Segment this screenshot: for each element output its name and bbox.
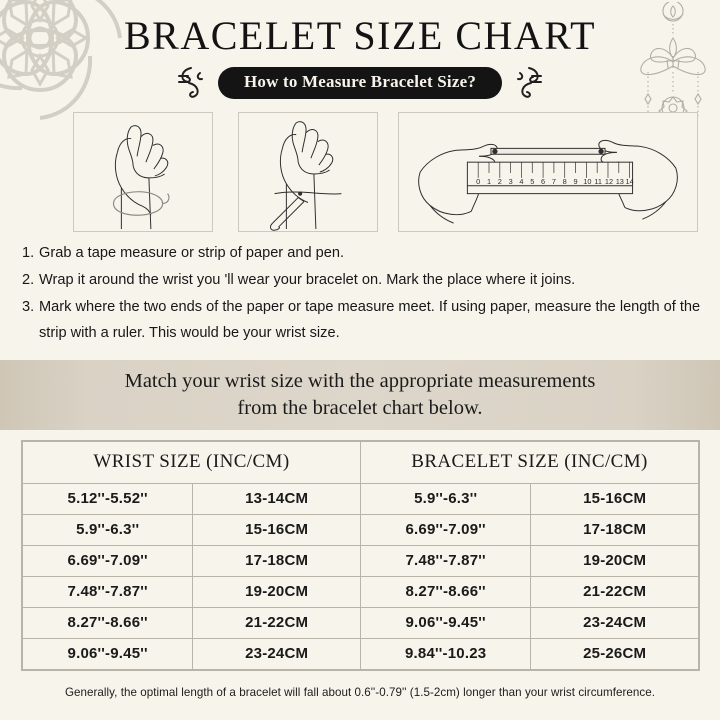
svg-text:13: 13 xyxy=(616,177,624,186)
cell-wrist-cm: 17-18CM xyxy=(192,545,361,577)
swirl-flourish-icon xyxy=(517,67,543,98)
svg-text:2: 2 xyxy=(498,177,502,186)
cell-wrist-cm: 15-16CM xyxy=(192,514,361,546)
table-body: 5.12''-5.52'' 13-14CM 5.9''-6.3'' 15-16C… xyxy=(21,483,699,670)
cell-bracelet-inch: 7.48''-7.87'' xyxy=(359,545,532,577)
cell-bracelet-inch: 9.06''-9.45'' xyxy=(359,607,532,639)
cell-wrist-cm: 19-20CM xyxy=(192,576,361,608)
svg-text:8: 8 xyxy=(563,177,567,186)
svg-text:9: 9 xyxy=(573,177,577,186)
svg-text:4: 4 xyxy=(519,177,523,186)
illustration-hand-with-tape-measure xyxy=(73,112,213,232)
cell-bracelet-inch: 8.27''-8.66'' xyxy=(359,576,532,608)
table-row: 7.48''-7.87'' 19-20CM 8.27''-8.66'' 21-2… xyxy=(21,576,699,608)
cell-wrist-inch: 5.9''-6.3'' xyxy=(21,514,194,546)
table-row: 8.27''-8.66'' 21-22CM 9.06''-9.45'' 23-2… xyxy=(21,607,699,639)
header-bracelet-size: BRACELET SIZE (INC/CM) xyxy=(359,441,700,484)
cell-wrist-cm: 13-14CM xyxy=(192,483,361,515)
table-header-row: WRIST SIZE (INC/CM) BRACELET SIZE (INC/C… xyxy=(22,441,700,484)
step-text: Wrap it around the wrist you 'll wear yo… xyxy=(39,272,576,288)
step-text: Mark where the two ends of the paper or … xyxy=(39,299,701,341)
svg-text:11: 11 xyxy=(594,177,602,186)
band-text: Match your wrist size with the appropria… xyxy=(99,368,622,422)
instruction-step: 2. Wrap it around the wrist you 'll wear… xyxy=(22,267,702,293)
instruction-step: 3. Mark where the two ends of the paper … xyxy=(22,294,702,346)
size-chart-table: WRIST SIZE (INC/CM) BRACELET SIZE (INC/C… xyxy=(21,440,700,671)
table-row: 6.69''-7.09'' 17-18CM 7.48''-7.87'' 19-2… xyxy=(21,545,699,577)
cell-wrist-inch: 9.06''-9.45'' xyxy=(21,638,194,670)
cell-wrist-inch: 5.12''-5.52'' xyxy=(21,483,194,515)
cell-wrist-cm: 21-22CM xyxy=(192,607,361,639)
step-number: 1. xyxy=(22,245,35,261)
table-row: 5.12''-5.52'' 13-14CM 5.9''-6.3'' 15-16C… xyxy=(21,483,699,515)
header-wrist-size: WRIST SIZE (INC/CM) xyxy=(22,441,361,484)
cell-bracelet-cm: 15-16CM xyxy=(530,483,699,515)
svg-text:12: 12 xyxy=(605,177,613,186)
cell-wrist-inch: 6.69''-7.09'' xyxy=(21,545,194,577)
table-row: 9.06''-9.45'' 23-24CM 9.84''-10.23 25-26… xyxy=(21,638,699,670)
svg-text:1: 1 xyxy=(487,177,491,186)
cell-wrist-cm: 23-24CM xyxy=(192,638,361,670)
illustration-hand-with-pen-marking xyxy=(238,112,378,232)
svg-text:0: 0 xyxy=(476,177,480,186)
subtitle-row: How to Measure Bracelet Size? xyxy=(0,64,720,102)
match-size-band: Match your wrist size with the appropria… xyxy=(0,360,720,430)
footnote-text: Generally, the optimal length of a brace… xyxy=(64,686,656,699)
band-line-1: Match your wrist size with the appropria… xyxy=(124,370,596,392)
svg-text:5: 5 xyxy=(530,177,534,186)
cell-bracelet-cm: 25-26CM xyxy=(530,638,699,670)
svg-text:3: 3 xyxy=(509,177,513,186)
mandala-flower-icon xyxy=(0,0,122,120)
instructions-list: 1. Grab a tape measure or strip of paper… xyxy=(22,240,702,347)
hand-with-tape-measure-icon xyxy=(112,125,170,230)
cell-bracelet-inch: 9.84''-10.23 xyxy=(359,638,532,670)
instruction-step: 1. Grab a tape measure or strip of paper… xyxy=(22,240,702,266)
page-title: BRACELET SIZE CHART xyxy=(123,13,597,58)
cell-bracelet-cm: 23-24CM xyxy=(530,607,699,639)
svg-text:6: 6 xyxy=(541,177,545,186)
cell-bracelet-cm: 21-22CM xyxy=(530,576,699,608)
svg-text:10: 10 xyxy=(583,177,591,186)
cell-wrist-inch: 7.48''-7.87'' xyxy=(21,576,194,608)
cell-bracelet-cm: 17-18CM xyxy=(530,514,699,546)
cell-bracelet-inch: 5.9''-6.3'' xyxy=(359,483,532,515)
svg-text:7: 7 xyxy=(552,177,556,186)
how-to-measure-pill: How to Measure Bracelet Size? xyxy=(217,67,503,99)
table-row: 5.9''-6.3'' 15-16CM 6.69''-7.09'' 17-18C… xyxy=(21,514,699,546)
swirl-flourish-icon xyxy=(177,67,203,98)
step-text: Grab a tape measure or strip of paper an… xyxy=(39,245,345,261)
hand-with-pen-icon xyxy=(270,121,342,231)
step-number: 3. xyxy=(22,299,35,315)
cell-bracelet-inch: 6.69''-7.09'' xyxy=(359,514,532,546)
band-line-2: from the bracelet chart below. xyxy=(237,397,483,419)
lotus-ornament-icon xyxy=(640,2,706,134)
cell-wrist-inch: 8.27''-8.66'' xyxy=(21,607,194,639)
step-number: 2. xyxy=(22,272,35,288)
svg-text:14: 14 xyxy=(626,177,634,186)
cell-bracelet-cm: 19-20CM xyxy=(530,545,699,577)
